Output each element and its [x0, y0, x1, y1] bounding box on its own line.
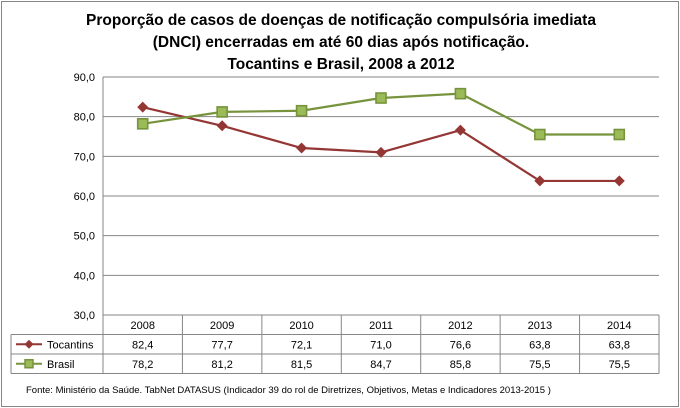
- series: [136, 87, 626, 187]
- y-axis-ticks: 30,0 40,0 50,0 60,0 70,0 80,0 90,0: [74, 72, 95, 322]
- source-note: Fonte: Ministério da Saúde. TabNet DATAS…: [26, 385, 551, 396]
- gridlines: [102, 76, 659, 316]
- y-tick-label: 70,0: [74, 151, 95, 163]
- data-point-tocantins: [454, 124, 466, 136]
- table-cell-value: 82,4: [132, 339, 153, 351]
- table-cell-value: 77,7: [211, 339, 232, 351]
- x-category-label: 2008: [130, 320, 154, 332]
- table-cell-value: 78,2: [132, 359, 153, 371]
- chart-title-line-2: (DNCI) encerradas em até 60 dias após no…: [153, 34, 529, 51]
- x-category-label: 2009: [210, 320, 234, 332]
- legend-key-marker: [24, 339, 34, 349]
- table-cell-value: 72,1: [291, 339, 312, 351]
- x-category-label: 2010: [289, 320, 313, 332]
- table-cell-value: 76,6: [450, 339, 471, 351]
- x-category-label: 2011: [369, 320, 393, 332]
- series-line-tocantins: [142, 106, 620, 183]
- table-cell-value: 81,5: [291, 359, 312, 371]
- legend-label: Brasil: [47, 359, 75, 371]
- data-point-brasil: [136, 118, 149, 130]
- table-cell-value: 71,0: [370, 339, 391, 351]
- data-point-brasil: [375, 92, 387, 104]
- legend-label: Tocantins: [47, 339, 94, 351]
- data-point-tocantins: [534, 175, 546, 187]
- y-tick-label: 30,0: [74, 310, 95, 322]
- chart-title: Proporção de casos de doenças de notific…: [86, 12, 596, 73]
- y-tick-label: 80,0: [74, 112, 95, 124]
- y-tick-label: 90,0: [74, 72, 95, 84]
- data-point-brasil: [613, 128, 626, 141]
- data-point-tocantins: [375, 146, 387, 158]
- table-cell-value: 85,8: [450, 359, 471, 371]
- table-cell-value: 63,8: [529, 339, 550, 351]
- x-category-label: 2014: [607, 320, 631, 332]
- chart-title-line-1: Proporção de casos de doenças de notific…: [86, 12, 596, 29]
- y-tick-label: 40,0: [74, 270, 95, 282]
- table-cell-value: 81,2: [211, 359, 232, 371]
- data-point-tocantins: [613, 175, 625, 187]
- table-cell-value: 63,8: [609, 339, 630, 351]
- data-point-brasil: [216, 106, 228, 118]
- data-point-brasil: [295, 104, 308, 117]
- x-category-label: 2013: [528, 320, 552, 332]
- legend-key-marker: [24, 359, 34, 369]
- data-point-tocantins: [216, 120, 228, 132]
- data-point-brasil: [454, 87, 467, 100]
- data-point-tocantins: [137, 101, 149, 113]
- table-cell-value: 84,7: [370, 359, 391, 371]
- data-point-tocantins: [296, 142, 308, 154]
- data-table: 2008 2009 2010 2011 2012 2013 2014 Tocantins 82,…: [10, 314, 660, 374]
- table-cell-value: 75,5: [609, 359, 630, 371]
- y-tick-label: 50,0: [74, 231, 95, 243]
- chart-title-line-3: Tocantins e Brasil, 2008 a 2012: [227, 56, 454, 73]
- y-tick-label: 60,0: [74, 191, 95, 203]
- data-point-brasil: [534, 128, 546, 141]
- table-cell-value: 75,5: [529, 359, 550, 371]
- x-category-label: 2012: [448, 320, 472, 332]
